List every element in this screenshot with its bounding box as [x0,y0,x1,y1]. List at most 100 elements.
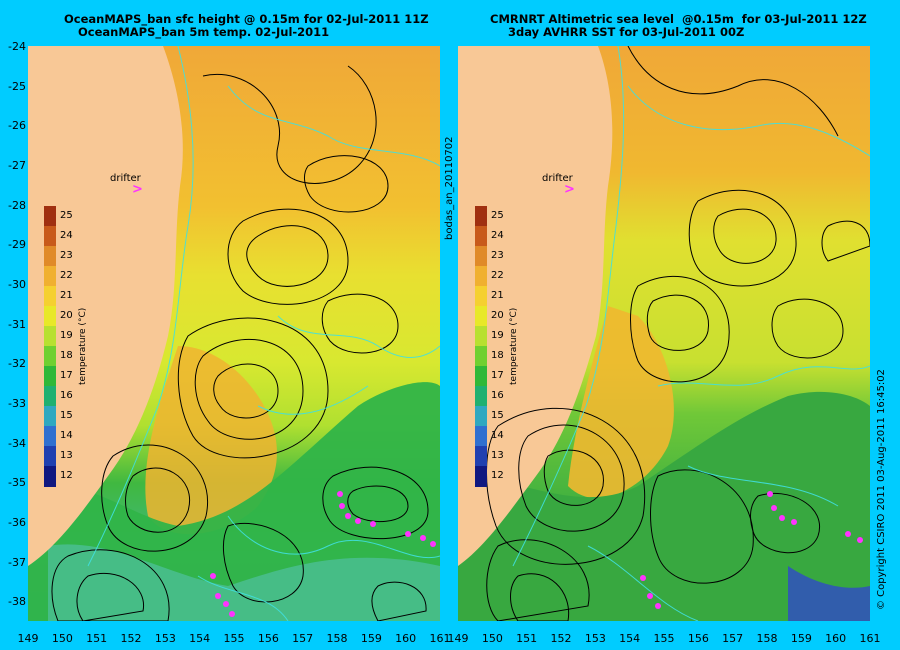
colorbar-tick-label: 14 [491,430,504,441]
y-tick-label: -38 [8,595,26,609]
colorbar-segment [475,286,487,307]
y-axis-latitude: -24 -25 -26 -27 -28 -29 -30 -31 -32 -33 -34 -35 -36 -… [0,40,28,621]
y-tick-label: -30 [8,277,26,291]
colorbar-tick-label: 12 [60,470,73,481]
colorbar-segment [475,226,487,247]
left-colorbar: 25 24 23 22 21 20 19 18 17 16 15 14 13 12 [44,206,73,487]
x-tick-label: 161 [859,632,881,645]
y-tick-label: -29 [8,238,26,252]
x-tick-label: 150 [481,632,503,645]
y-tick-label: -33 [8,396,26,410]
colorbar-segment [475,406,487,427]
y-tick-label: -27 [8,158,26,172]
x-tick-label: 153 [584,632,606,645]
colorbar-tick-label: 19 [491,330,504,341]
colorbar-tick-label: 17 [491,370,504,381]
left-sst-map [28,46,440,621]
colorbar-tick-label: 19 [60,330,73,341]
colorbar-tick-label: 22 [60,270,73,281]
x-tick-label: 151 [516,632,538,645]
right-map-panel: drifter > [458,46,870,621]
colorbar-segment [475,466,487,487]
colorbar-tick-label: 23 [491,250,504,261]
x-tick-label: 159 [360,632,382,645]
colorbar-tick-label: 18 [491,350,504,361]
colorbar-segment [44,206,56,227]
right-cyan-contours [512,46,870,621]
x-tick-label: 157 [292,632,314,645]
left-side-label: bodas_an_20110702 [444,136,455,240]
colorbar-segment [475,266,487,287]
colorbar-segment [475,346,487,367]
left-title-line1: OceanMAPS_ban sfc height @ 0.15m for 02-… [64,12,429,26]
x-tick-label: 156 [257,632,279,645]
y-tick-label: -35 [8,476,26,490]
right-colorbar-title: temperature (°C) [509,307,519,385]
colorbar-tick-label: 17 [60,370,73,381]
x-tick-label: 156 [687,632,709,645]
x-tick-label: 157 [722,632,744,645]
colorbar-segment [475,206,487,227]
x-tick-label: 152 [120,632,142,645]
y-tick-label: -28 [8,198,26,212]
colorbar-tick-label: 21 [491,290,504,301]
colorbar-tick-label: 24 [491,230,504,241]
x-tick-label: 149 [17,632,39,645]
colorbar-segment [44,466,56,487]
x-tick-label: 159 [790,632,812,645]
colorbar-segment [44,406,56,427]
y-tick-label: -36 [8,515,26,529]
colorbar-segment [475,446,487,467]
x-tick-label: 150 [51,632,73,645]
y-tick-label: -25 [8,79,26,93]
colorbar-tick-label: 25 [60,210,73,221]
colorbar-tick-label: 21 [60,290,73,301]
right-title-line2: 3day AVHRR SST for 03-Jul-2011 00Z [508,25,745,39]
y-tick-label: -31 [8,317,26,331]
x-tick-label: 158 [756,632,778,645]
right-x-axis-longitude: 149 150 151 152 153 154 155 156 157 158 159 160 161 [448,632,881,648]
left-land [28,46,183,566]
right-drifter-tracks [640,491,863,609]
colorbar-tick-label: 16 [491,390,504,401]
y-tick-label: -34 [8,436,26,450]
left-title-line2: OceanMAPS_ban 5m temp. 02-Jul-2011 [78,25,330,39]
left-colorbar-title: temperature (°C) [78,307,88,385]
colorbar-segment [475,246,487,267]
y-tick-label: -37 [8,555,26,569]
left-cyan-contours [87,46,440,621]
x-tick-label: 154 [189,632,211,645]
x-tick-label: 153 [154,632,176,645]
x-tick-label: 149 [447,632,469,645]
y-tick-label: -24 [8,40,26,53]
colorbar-segment [44,426,56,447]
colorbar-tick-label: 15 [491,410,504,421]
colorbar-segment [475,326,487,347]
colorbar-tick-label: 20 [491,310,504,321]
right-ssh-contours [486,46,870,621]
x-tick-label: 154 [619,632,641,645]
colorbar-tick-label: 14 [60,430,73,441]
right-title-line1: CMRNRT Altimetric sea level @0.15m for 0… [490,12,867,26]
left-ssh-contours [51,65,429,621]
y-tick-label: -32 [8,357,26,371]
y-tick-label: -26 [8,119,26,133]
colorbar-segment [44,446,56,467]
colorbar-tick-label: 23 [60,250,73,261]
colorbar-segment [44,306,56,327]
colorbar-segment [475,386,487,407]
left-drifter-tracks [210,491,436,617]
colorbar-segment [475,426,487,447]
colorbar-tick-label: 13 [491,450,504,461]
x-tick-label: 151 [86,632,108,645]
colorbar-segment [475,306,487,327]
right-colorbar: 25 24 23 22 21 20 19 18 17 16 15 14 13 12 [475,206,504,487]
colorbar-segment [475,366,487,387]
x-tick-label: 161 [429,632,451,645]
left-drifter-label: drifter [110,173,141,184]
x-tick-label: 160 [825,632,847,645]
right-sst-map [458,46,870,621]
x-tick-label: 152 [550,632,572,645]
right-drifter-marker: > [564,182,575,197]
colorbar-segment [44,286,56,307]
